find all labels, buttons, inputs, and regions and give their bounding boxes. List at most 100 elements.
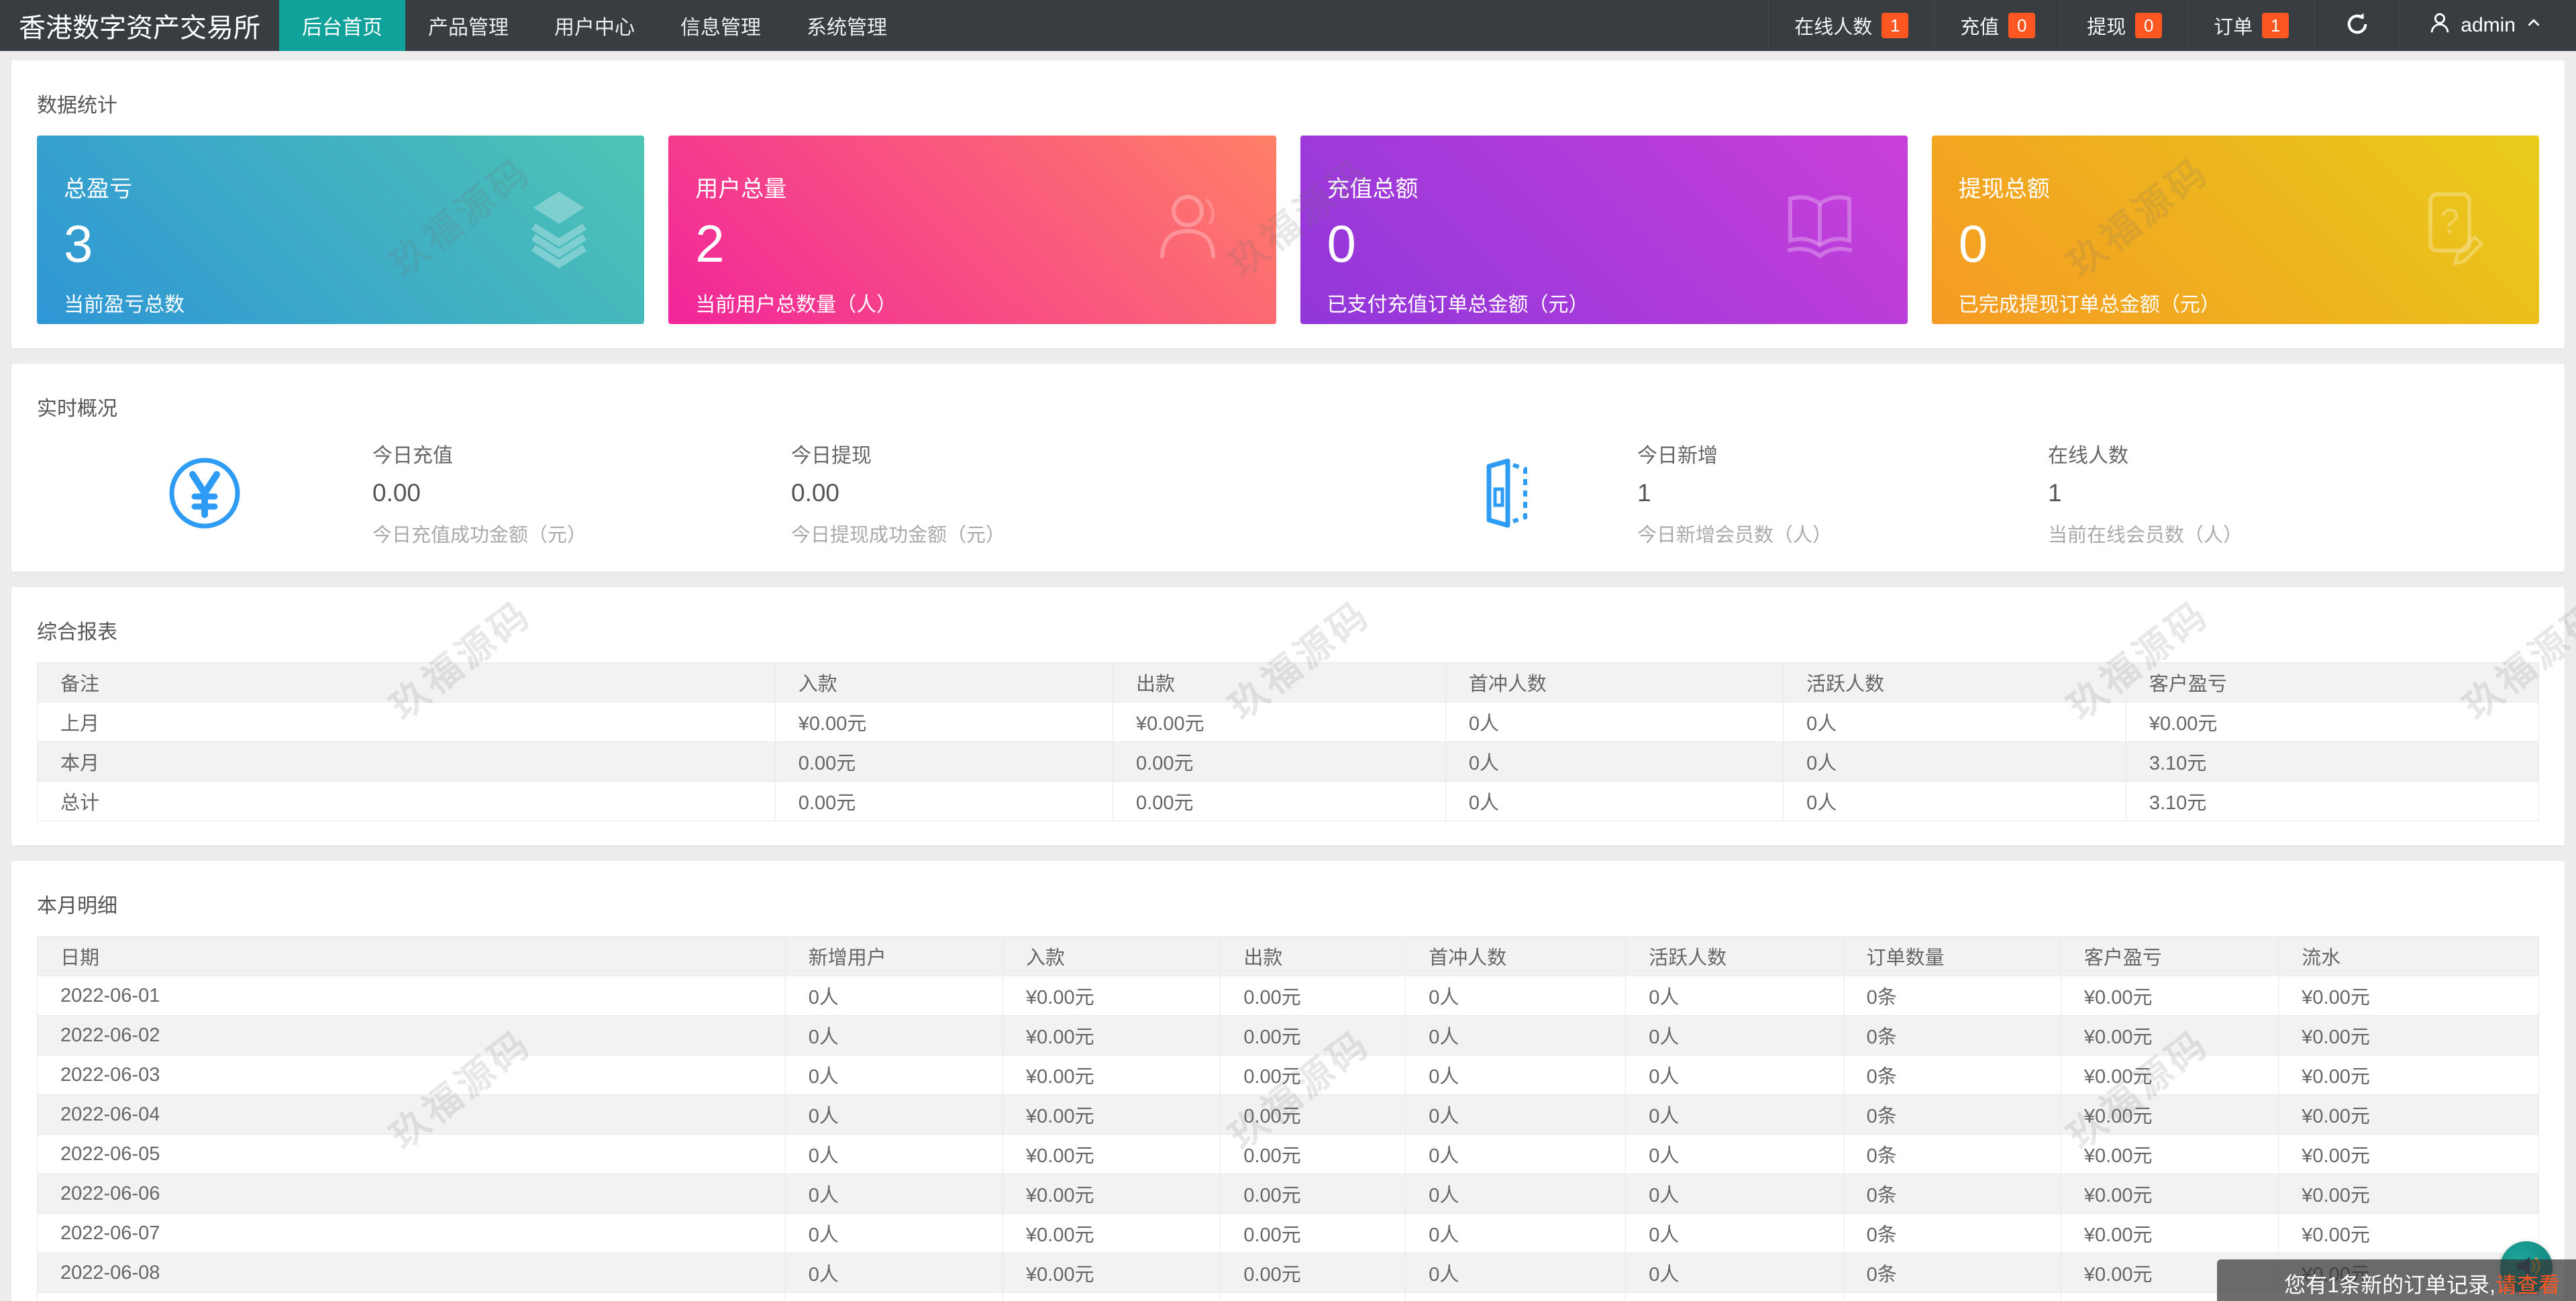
table-cell: 0条 (1843, 1094, 2061, 1135)
column-header: 订单数量 (1843, 936, 2061, 976)
toast-message: 您有1条新的订单记录, (2284, 1273, 2495, 1297)
table-cell: 2022-06-04 (37, 1094, 786, 1135)
refresh-button[interactable] (2314, 0, 2400, 51)
table-cell: 0人 (1405, 1134, 1627, 1174)
table-cell: 0.00元 (1220, 1134, 1406, 1174)
status-withdrawals[interactable]: 提现 0 (2061, 0, 2187, 51)
table-cell: 0.00元 (1220, 976, 1406, 1016)
table-cell: ¥0.00元 (1002, 1094, 1221, 1135)
table-cell: 0人 (1445, 702, 1784, 742)
column-header: 客户盈亏 (2060, 936, 2279, 976)
overview-value: 1 (1637, 479, 1651, 507)
table-cell: ¥0.00元 (2060, 1015, 2279, 1055)
status-label: 订单 (2214, 17, 2253, 38)
table-cell: ¥0.00元 (774, 702, 1114, 742)
order-notification-toast: 您有1条新的订单记录, 请查看 (2217, 1259, 2576, 1301)
status-deposits[interactable]: 充值 0 (1934, 0, 2061, 51)
menu-item-home[interactable]: 后台首页 (279, 0, 405, 51)
table-row: 2022-06-05 0人 ¥0.00元 0.00元 0人 0人 0条 ¥0.00元 ¥0.00… (37, 1134, 2539, 1174)
status-orders[interactable]: 订单 1 (2187, 0, 2314, 51)
table-cell: ¥0.00元 (2060, 1094, 2279, 1135)
table-cell: 0人 (1445, 781, 1784, 821)
table-row: 2022-06-07 0人 ¥0.00元 0.00元 0人 0人 0条 ¥0.00元 ¥0.00… (37, 1213, 2539, 1253)
table-cell: 0条 (1843, 1055, 2061, 1095)
table-cell: 2022-06-01 (37, 976, 786, 1016)
table-cell: 0人 (1405, 1213, 1627, 1253)
overview-description: 今日新增会员数（人） (1637, 525, 1833, 546)
table-cell: 0人 (784, 976, 1004, 1016)
table-cell: 2022-06-08 (37, 1253, 786, 1293)
report-panel-title: 综合报表 (37, 621, 117, 643)
report-table: 备注 入款 出款 首冲人数 活跃人数 客户盈亏 上月 ¥0.00元 ¥0.00元 0人 0人 ¥0.0… (37, 662, 2540, 821)
table-cell: ¥0.00元 (2060, 1174, 2279, 1214)
main-menu: 后台首页 产品管理 用户中心 信息管理 系统管理 (279, 0, 910, 51)
table-cell: 0人 (1783, 781, 2126, 821)
table-cell: ¥0.00元 (2278, 1174, 2539, 1214)
table-cell: 0人 (1405, 1253, 1627, 1293)
user-icon (2427, 10, 2453, 41)
table-cell: 0人 (1405, 1055, 1627, 1095)
overview-description: 今日充值成功金额（元） (372, 525, 587, 546)
menu-item-info[interactable]: 信息管理 (680, 17, 761, 39)
overview-label: 今日新增 (1637, 445, 1718, 467)
table-cell: 0条 (1843, 1253, 2061, 1293)
column-header: 流水 (2278, 936, 2539, 976)
status-label: 充值 (1960, 17, 2000, 38)
column-header: 客户盈亏 (2125, 662, 2540, 702)
table-row: 2022-06-03 0人 ¥0.00元 0.00元 0人 0人 0条 ¥0.00元 ¥0.00… (37, 1055, 2539, 1095)
status-badge: 1 (2262, 13, 2289, 38)
table-cell: 0人 (1625, 1213, 1844, 1253)
card-value: 3 (64, 214, 93, 273)
overview-description: 当前在线会员数（人） (2048, 525, 2243, 546)
table-header-row: 备注 入款 出款 首冲人数 活跃人数 客户盈亏 (37, 662, 2540, 702)
stat-card-total-withdraw: 提现总额 0 已完成提现订单总金额（元） ? (1931, 136, 2539, 324)
table-cell: ¥0.00元 (1002, 1213, 1221, 1253)
menu-item-system[interactable]: 系统管理 (807, 17, 887, 39)
top-navbar: 香港数字资产交易所 后台首页 产品管理 用户中心 信息管理 系统管理 在线人数 … (0, 0, 2576, 51)
table-cell: ¥0.00元 (2125, 702, 2540, 742)
table-cell: ¥0.00元 (2278, 1015, 2539, 1055)
status-online-users[interactable]: 在线人数 1 (1768, 0, 1934, 51)
overview-description: 今日提现成功金额（元） (791, 525, 1006, 546)
table-cell: 0人 (784, 1253, 1004, 1293)
navbar-right: 在线人数 1 充值 0 提现 0 订单 1 (1768, 0, 2576, 51)
table-cell: 0.00元 (1113, 741, 1446, 782)
table-cell: ¥0.00元 (1002, 976, 1221, 1016)
status-label: 在线人数 (1794, 17, 1873, 38)
column-header: 备注 (37, 662, 776, 702)
username: admin (2461, 14, 2516, 36)
table-cell: 0人 (1405, 1094, 1627, 1135)
table-cell: 0人 (784, 1292, 1004, 1301)
overview-label: 今日充值 (372, 445, 453, 467)
table-row: 总计 0.00元 0.00元 0人 0人 3.10元 (37, 781, 2540, 821)
table-cell: 0人 (784, 1015, 1004, 1055)
detail-panel: 本月明细 日期 新增用户 入款 出款 首冲人数 活跃人数 订单数量 客户盈亏 流水 2022-06… (11, 861, 2565, 1301)
overview-value: 0.00 (791, 479, 840, 507)
stat-card-total-deposit: 充值总额 0 已支付充值订单总金额（元） (1300, 136, 1908, 324)
overview-item-today-withdraw: 今日提现 0.00 今日提现成功金额（元） (791, 439, 1374, 548)
column-header: 活跃人数 (1783, 662, 2126, 702)
doc-question-icon: ? (2412, 189, 2491, 271)
table-cell: ¥0.00元 (1002, 1253, 1221, 1293)
table-cell: 3.10元 (2125, 741, 2540, 782)
table-cell: ¥0.00元 (2060, 976, 2279, 1016)
table-cell: 0条 (1843, 1174, 2061, 1214)
user-menu[interactable]: admin (2400, 0, 2576, 51)
table-cell: ¥0.00元 (1113, 702, 1446, 742)
menu-item-users[interactable]: 用户中心 (554, 17, 635, 39)
table-cell: 0人 (1625, 1174, 1844, 1214)
table-cell: ¥0.00元 (2278, 976, 2539, 1016)
toast-view-link[interactable]: 请查看 (2495, 1273, 2560, 1297)
stats-panel: 数据统计 总盈亏 3 当前盈亏总数 (11, 60, 2565, 348)
overview-value: 1 (2048, 479, 2062, 507)
table-row: 上月 ¥0.00元 ¥0.00元 0人 0人 ¥0.00元 (37, 702, 2540, 742)
table-cell: 2022-06-07 (37, 1213, 786, 1253)
user-icon (1153, 191, 1228, 269)
column-header: 日期 (37, 936, 786, 976)
table-cell: 0.00元 (774, 741, 1114, 782)
column-header: 出款 (1220, 936, 1406, 976)
table-cell: ¥0.00元 (2278, 1055, 2539, 1095)
menu-item-products[interactable]: 产品管理 (428, 17, 509, 39)
table-cell: ¥0.00元 (2278, 1213, 2539, 1253)
overview-value: 0.00 (372, 479, 421, 507)
